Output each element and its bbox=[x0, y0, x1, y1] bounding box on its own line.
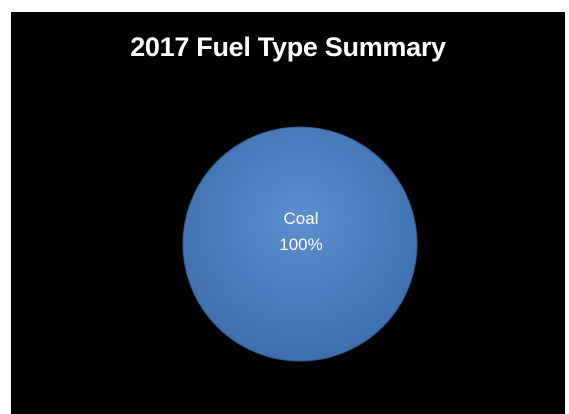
slice-label-name: Coal bbox=[284, 209, 319, 228]
chart-area: 2017 Fuel Type Summary Coal 100% bbox=[11, 12, 565, 414]
slice-label-percent: 100% bbox=[279, 235, 322, 254]
pie-slice-coal bbox=[182, 126, 418, 362]
pie-chart: Coal 100% bbox=[182, 126, 418, 362]
chart-title: 2017 Fuel Type Summary bbox=[130, 32, 446, 62]
